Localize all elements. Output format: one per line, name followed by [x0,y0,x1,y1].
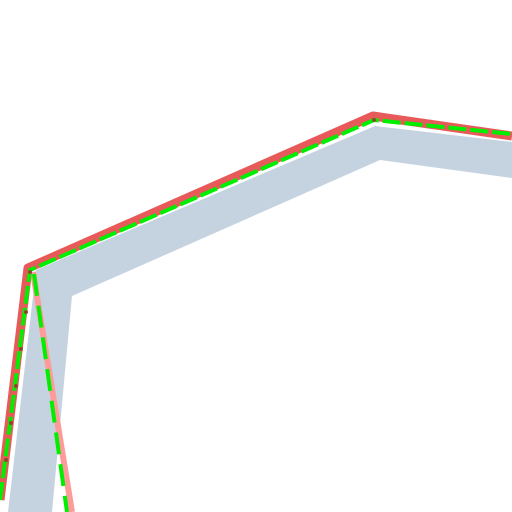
vertex-dot [19,347,23,351]
dashed-stroke-inner [32,273,69,512]
vertex-dot [4,458,8,462]
vertex-dot [24,310,28,314]
vertex-dots [4,118,376,462]
vertex-dot [372,118,376,122]
shadow-band [8,126,512,512]
vertex-dot [28,270,32,274]
vertex-dot [14,384,18,388]
vertex-dot [9,421,13,425]
